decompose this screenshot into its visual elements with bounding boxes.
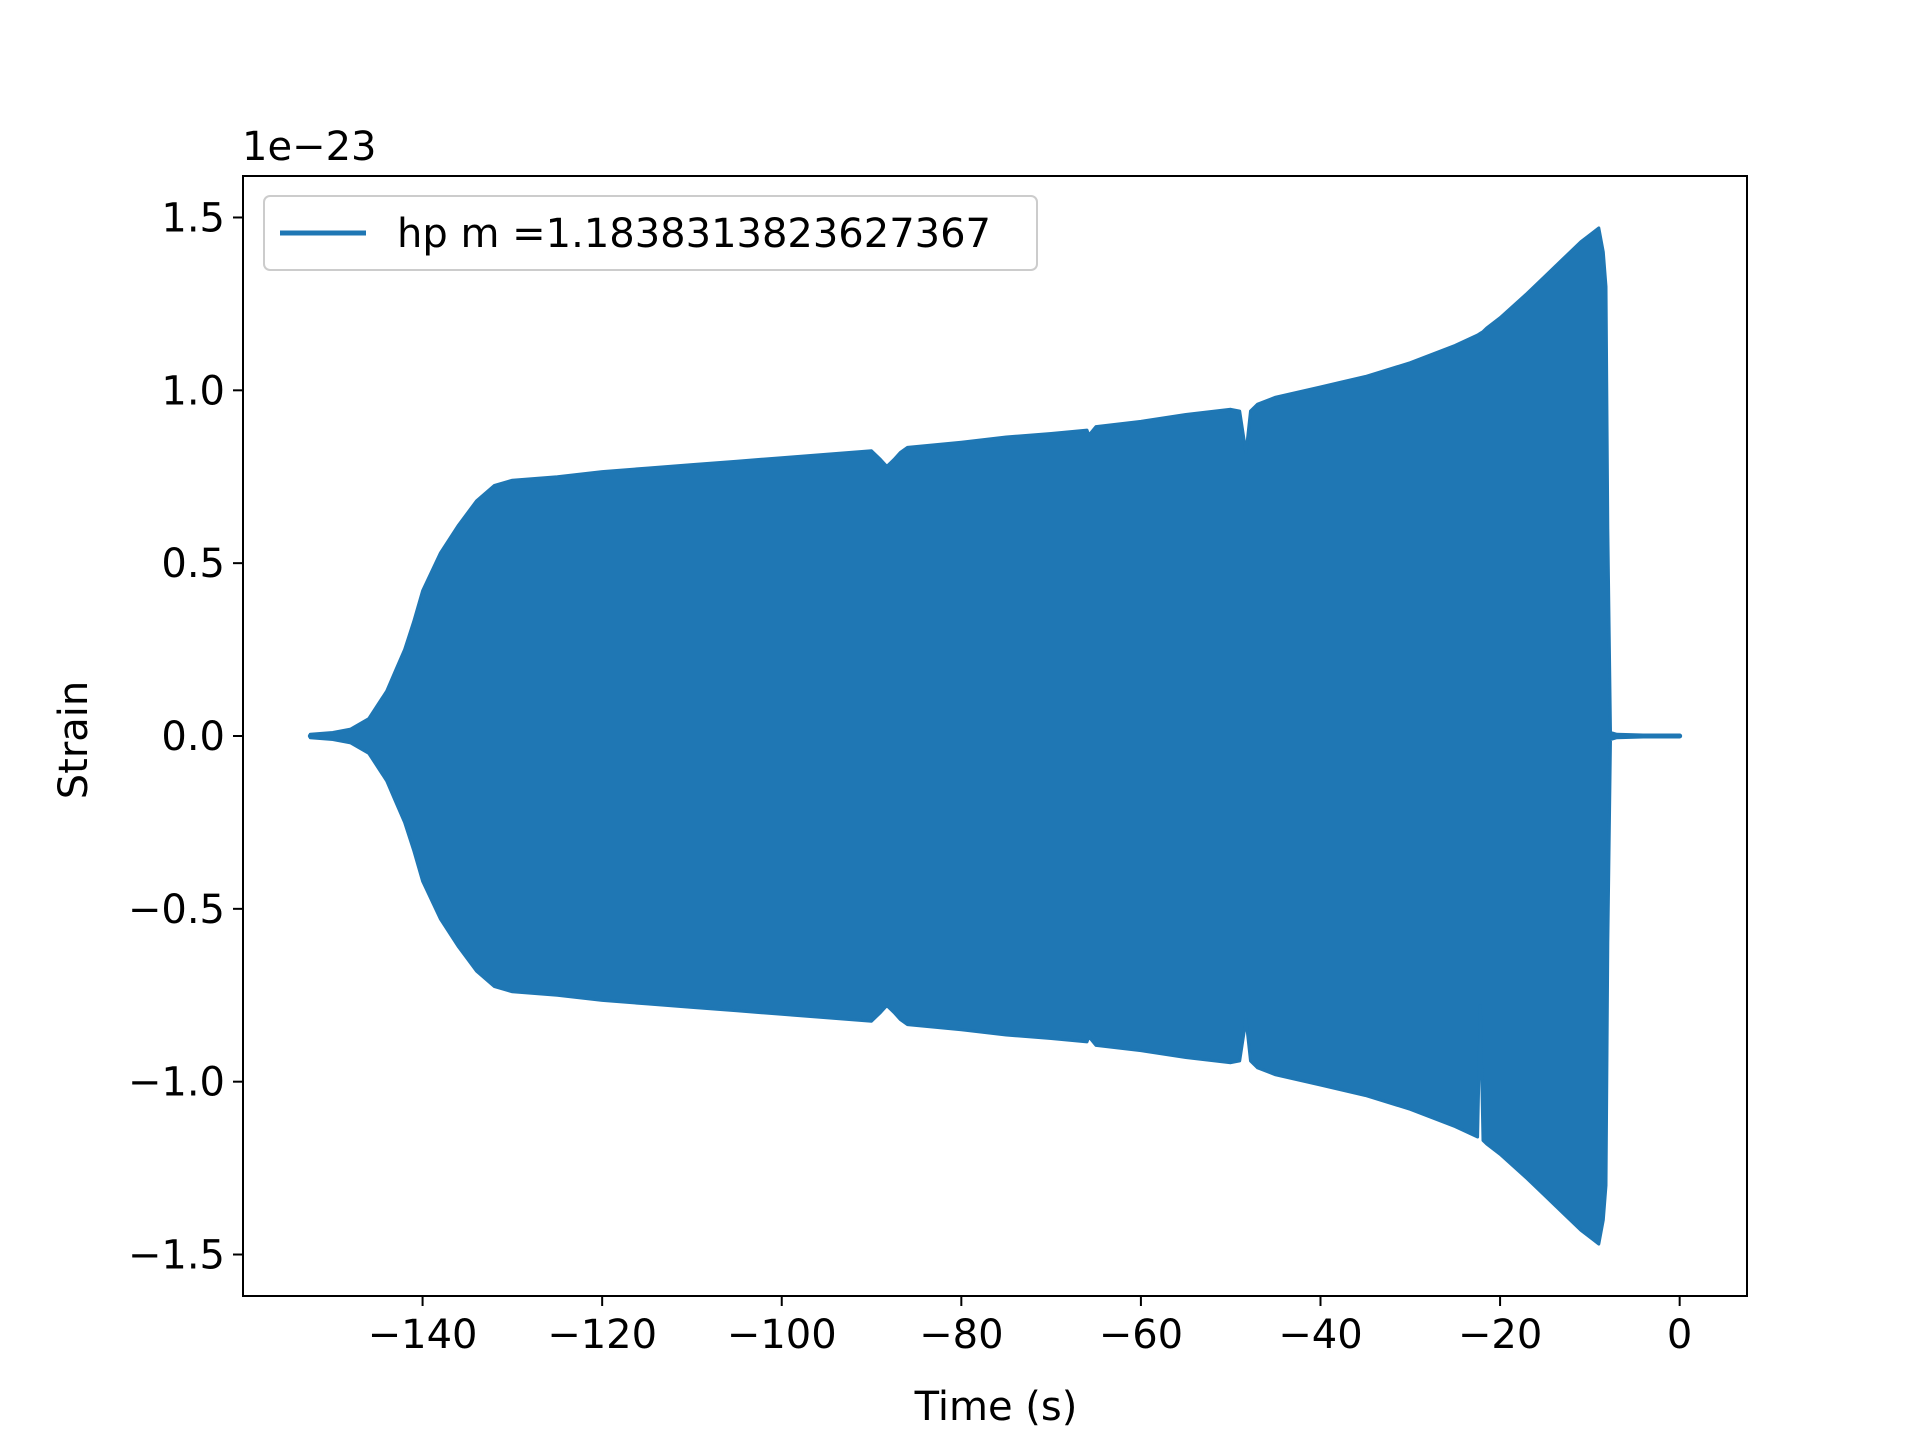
x-tick-label: −80 [919,1312,1003,1358]
y-tick-label: 0.5 [161,541,225,587]
plot-area [307,226,1683,1246]
x-tick-label: −20 [1458,1312,1542,1358]
x-axis-label: Time (s) [914,1384,1078,1430]
y-tick-label: 0.0 [161,714,225,760]
y-tick-label: −1.5 [128,1233,225,1279]
y-tick-label: −1.0 [128,1060,225,1106]
y-tick-label: 1.0 [161,368,225,414]
y-tick-label: 1.5 [161,195,225,241]
x-tick-label: −100 [727,1312,837,1358]
x-tick-label: −120 [547,1312,657,1358]
y-axis-offset-label: 1e−23 [242,124,376,170]
legend-entry-label: hp m =1.1838313823627367 [397,211,991,257]
x-tick-label: −40 [1278,1312,1362,1358]
legend-box [263,195,1038,271]
y-tick-label: −0.5 [128,887,225,933]
x-tick-label: 0 [1667,1312,1692,1358]
axes: −140 −120 −100 −80 −60 −40 −20 0 1.5 1.0 0.5 0.0 −0.… [128,175,1748,1358]
y-axis-label: Strain [51,681,97,800]
legend: hp m =1.1838313823627367 [263,195,1038,271]
x-tick-label: −60 [1099,1312,1183,1358]
x-tick-label: −140 [368,1312,478,1358]
